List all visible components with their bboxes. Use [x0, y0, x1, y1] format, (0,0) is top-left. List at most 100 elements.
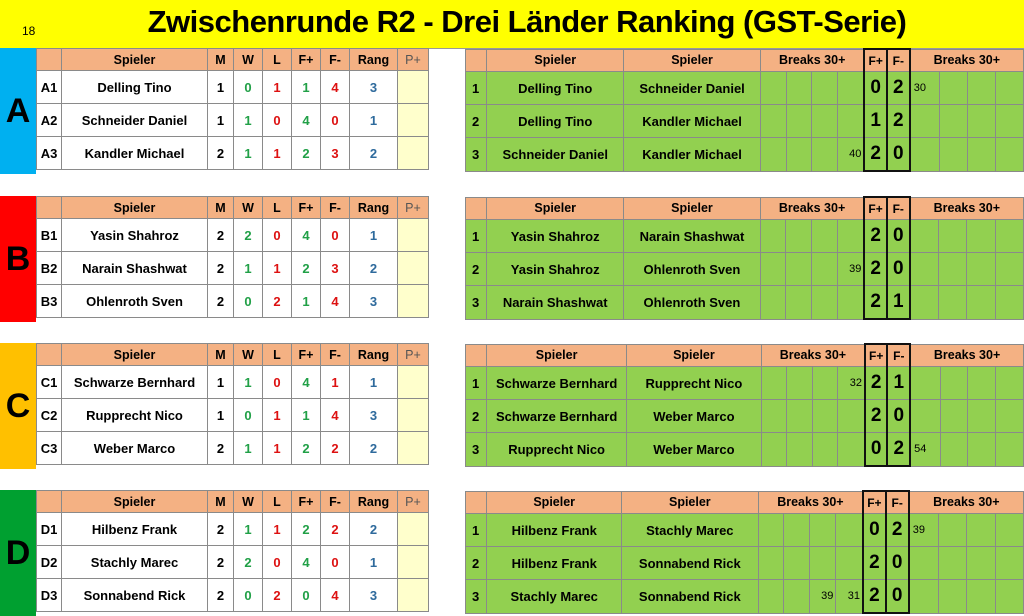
- cell-pp: [397, 251, 429, 285]
- break-cell: [811, 432, 839, 467]
- break-cell: [810, 252, 838, 286]
- matches-table: Spieler Spieler Breaks 30+ F+ F- Breaks 30+ 1 H…: [464, 490, 1024, 614]
- column-header: [36, 490, 62, 513]
- match-number: 1: [464, 219, 488, 253]
- break-cell: [939, 71, 969, 105]
- break-cell: [759, 219, 787, 253]
- cell-pp: [397, 218, 429, 252]
- break-cell: [966, 219, 996, 253]
- player-2: Rupprecht Nico: [625, 366, 762, 400]
- column-header: [36, 343, 62, 366]
- page-title: Zwischenrunde R2 - Drei Länder Ranking (…: [147, 4, 907, 39]
- cell-pp: [397, 365, 429, 399]
- player-2: Weber Marco: [625, 432, 762, 467]
- break-cell: [836, 104, 865, 138]
- page-number: 18: [22, 24, 36, 38]
- cell-fp: 2: [291, 251, 321, 285]
- group-d: D Spieler M W L F+ F- Rang P+ D1 Hilbenz Frank 2 1 1 2…: [0, 490, 1024, 616]
- cell-id: C2: [36, 398, 62, 432]
- column-header: Spieler: [625, 343, 762, 367]
- break-cell: [908, 579, 940, 614]
- cell-w: 1: [233, 251, 263, 285]
- break-cell: [786, 432, 813, 467]
- header-row: Spieler M W L F+ F- Rang P+: [36, 343, 429, 366]
- column-header: L: [262, 48, 292, 71]
- break-cell: [835, 546, 864, 580]
- column-header: F+: [863, 48, 888, 72]
- cell-m: 2: [207, 284, 234, 318]
- column-header: Breaks 30+: [909, 343, 1024, 367]
- match-number: 2: [464, 104, 488, 138]
- cell-name: Delling Tino: [61, 70, 208, 104]
- frames-plus: 0: [863, 432, 889, 467]
- cell-name: Ohlenroth Sven: [61, 284, 208, 318]
- break-cell: 31: [835, 579, 864, 614]
- cell-fp: 1: [291, 284, 321, 318]
- break-cell: [759, 137, 787, 172]
- column-header: Spieler: [61, 48, 208, 71]
- header-row: Spieler M W L F+ F- Rang P+: [36, 196, 429, 219]
- cell-m: 1: [207, 398, 234, 432]
- cell-pp: [397, 398, 429, 432]
- column-header: [464, 196, 488, 220]
- frames-plus: 2: [863, 399, 889, 433]
- frames-minus: 2: [884, 513, 910, 547]
- break-cell: [811, 137, 838, 172]
- cell-name: Kandler Michael: [61, 136, 208, 170]
- column-header: F-: [320, 48, 350, 71]
- break-cell: [757, 579, 785, 614]
- break-cell: [836, 285, 865, 320]
- frames-minus: 0: [886, 399, 912, 433]
- cell-m: 1: [207, 70, 234, 104]
- column-header: Rang: [349, 343, 398, 366]
- cell-w: 2: [233, 218, 263, 252]
- match-row: 2 Delling Tino Kandler Michael 1 2: [464, 104, 1024, 138]
- break-cell: [783, 579, 810, 614]
- frames-plus: 2: [862, 579, 887, 614]
- cell-fm: 3: [320, 251, 350, 285]
- match-row: 1 Delling Tino Schneider Daniel 0 2 30: [464, 71, 1024, 105]
- column-header: Spieler: [486, 343, 627, 367]
- match-number: 2: [464, 546, 488, 580]
- break-cell: [760, 399, 788, 433]
- frames-plus: 2: [863, 285, 888, 320]
- cell-m: 2: [207, 512, 234, 546]
- cell-pp: [397, 578, 429, 612]
- group-letter: D: [0, 490, 36, 616]
- cell-m: 2: [207, 251, 234, 285]
- frames-minus: 1: [885, 285, 911, 320]
- break-cell: 30: [909, 71, 941, 105]
- player-1: Rupprecht Nico: [486, 432, 627, 467]
- cell-rang: 1: [349, 218, 398, 252]
- column-header: Breaks 30+: [908, 490, 1024, 514]
- break-cell: [967, 399, 997, 433]
- title-bar: 18 Zwischenrunde R2 - Drei Länder Rankin…: [0, 0, 1024, 49]
- break-cell: [909, 285, 939, 320]
- cell-name: Weber Marco: [61, 431, 208, 465]
- cell-m: 2: [207, 578, 234, 612]
- column-header: Spieler: [623, 48, 761, 72]
- header-row: Spieler M W L F+ F- Rang P+: [36, 490, 429, 513]
- cell-fp: 4: [291, 103, 321, 137]
- cell-fm: 4: [320, 70, 350, 104]
- break-cell: [994, 104, 1024, 138]
- break-cell: [908, 546, 940, 580]
- cell-w: 0: [233, 398, 263, 432]
- frames-minus: 0: [884, 579, 910, 614]
- frames-minus: 0: [885, 252, 911, 286]
- frames-minus: 1: [886, 366, 912, 400]
- cell-pp: [397, 545, 429, 579]
- cell-rang: 2: [349, 512, 398, 546]
- break-cell: [937, 252, 968, 286]
- break-cell: [811, 399, 839, 433]
- break-cell: [785, 219, 812, 253]
- break-cell: [757, 513, 785, 547]
- break-cell: [837, 432, 866, 467]
- column-header: F-: [320, 490, 350, 513]
- break-cell: [966, 252, 996, 286]
- cell-fm: 0: [320, 545, 350, 579]
- table-row: A3 Kandler Michael 2 1 1 2 3 2: [36, 136, 429, 170]
- frames-minus: 2: [886, 432, 912, 467]
- cell-m: 2: [207, 136, 234, 170]
- frames-minus: 0: [884, 546, 910, 580]
